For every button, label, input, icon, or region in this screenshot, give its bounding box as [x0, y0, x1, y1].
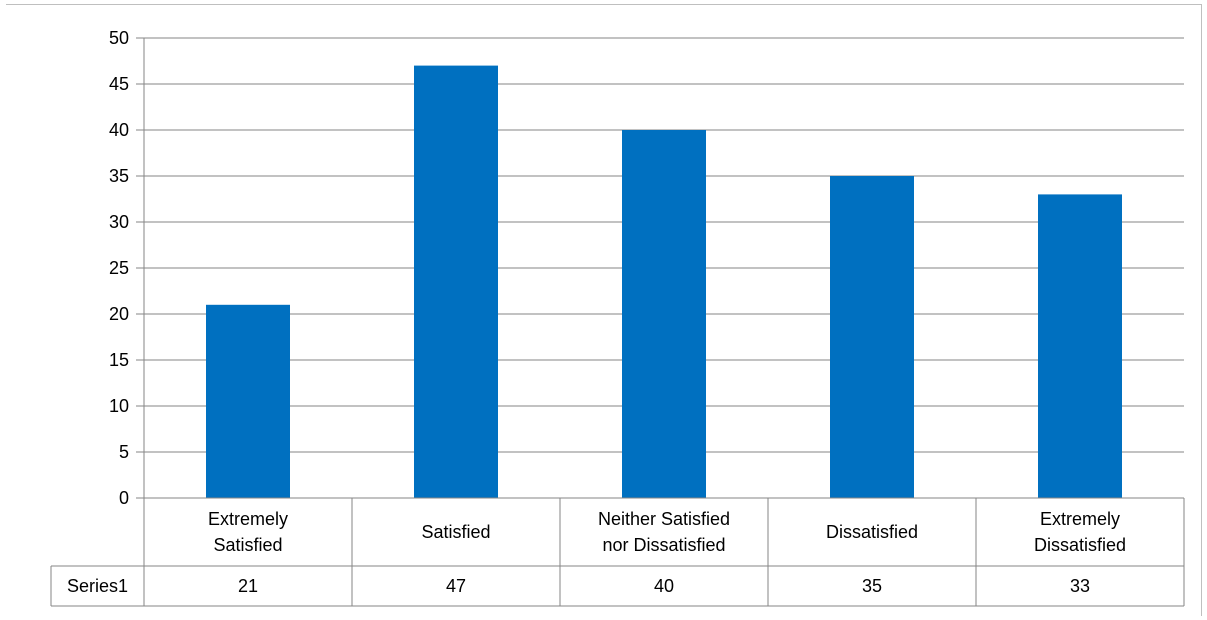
y-tick-label: 20	[109, 304, 129, 324]
data-table-value: 40	[654, 576, 674, 596]
y-tick-label: 10	[109, 396, 129, 416]
y-tick-label: 30	[109, 212, 129, 232]
bar-neither-satisfied-nor-dissatisfied	[622, 130, 706, 498]
x-category-label: Dissatisfied	[1034, 535, 1126, 555]
y-tick-label: 0	[119, 488, 129, 508]
y-tick-label: 40	[109, 120, 129, 140]
data-table: Extremely Satisfied Satisfied Neither Satis…	[50, 497, 1185, 607]
y-tick-label: 15	[109, 350, 129, 370]
data-table-value: 33	[1070, 576, 1090, 596]
y-tick-label: 45	[109, 74, 129, 94]
y-tick-label: 50	[109, 28, 129, 48]
data-table-value: 35	[862, 576, 882, 596]
x-category-label: Dissatisfied	[826, 522, 918, 542]
data-table-value: 21	[238, 576, 258, 596]
x-category-label: Neither Satisfied	[598, 509, 730, 529]
y-tick-label: 35	[109, 166, 129, 186]
y-axis: 0 5 10 15 20 25 30 35 40 45 50	[109, 28, 145, 606]
x-category-label: Extremely	[208, 509, 288, 529]
y-tick-label: 5	[119, 442, 129, 462]
bar-extremely-dissatisfied	[1038, 194, 1122, 498]
x-category-label: Extremely	[1040, 509, 1120, 529]
bars	[206, 65, 1122, 498]
series-name-cell: Series1	[67, 576, 128, 596]
bar-dissatisfied	[830, 176, 914, 498]
x-category-label: nor Dissatisfied	[602, 535, 725, 555]
y-tick-label: 25	[109, 258, 129, 278]
bar-satisfied	[414, 65, 498, 498]
data-table-value: 47	[446, 576, 466, 596]
chart-frame	[6, 4, 1202, 616]
bar-extremely-satisfied	[206, 304, 290, 498]
x-category-label: Satisfied	[421, 522, 490, 542]
x-category-label: Satisfied	[213, 535, 282, 555]
